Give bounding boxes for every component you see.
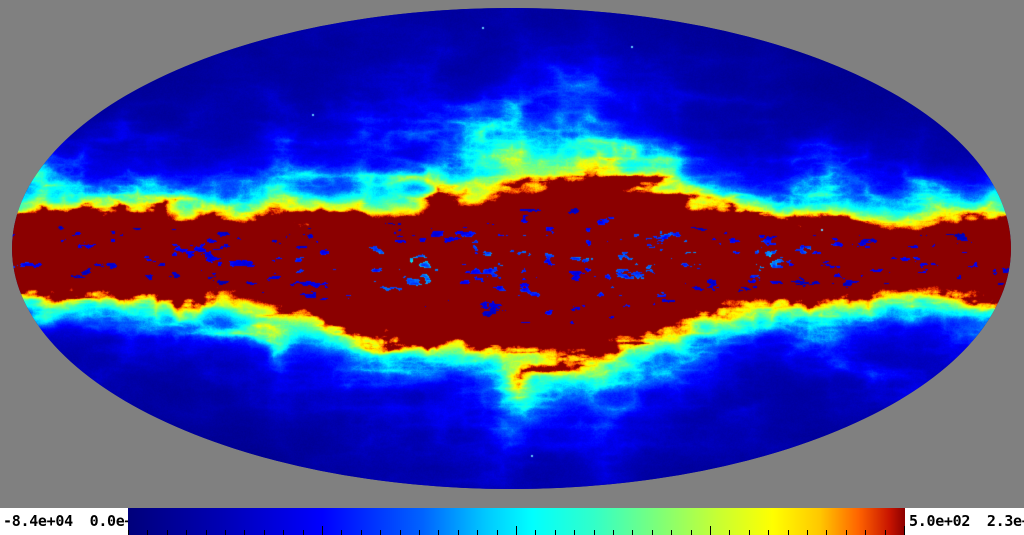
sky-intensity-canvas <box>12 8 1011 489</box>
map-panel <box>12 8 1011 489</box>
colorbar-gradient-strip <box>128 508 905 535</box>
colorbar-row: -8.4e+04 0.0e+00 5.0e+02 2.3e+04 <box>0 508 1024 535</box>
colorbar-data-max-label: 2.3e+04 <box>986 512 1024 530</box>
colorbar-scale-max-label: 5.0e+02 <box>909 512 971 530</box>
colorbar-left-labels: -8.4e+04 0.0e+00 <box>0 508 151 535</box>
colorbar-right-labels: 5.0e+02 2.3e+04 <box>905 508 1024 535</box>
mollweide-map-ellipse <box>12 8 1011 489</box>
colorbar-data-min-label: -8.4e+04 <box>3 512 73 530</box>
